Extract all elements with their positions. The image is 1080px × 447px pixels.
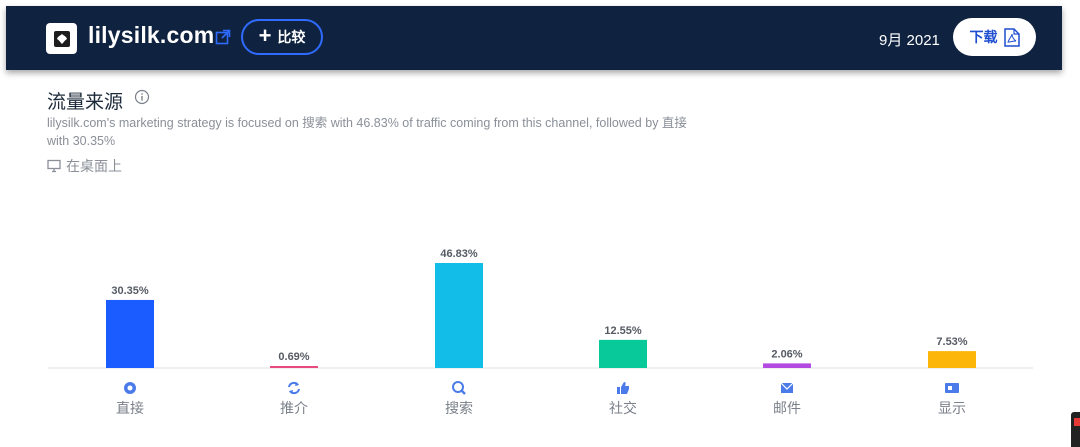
data-label-1: 0.69% xyxy=(278,351,309,363)
bar-5[interactable] xyxy=(928,351,976,368)
data-label-2: 46.83% xyxy=(440,248,478,260)
edge-widget xyxy=(1071,412,1080,447)
direct-icon xyxy=(124,382,136,394)
mail-icon xyxy=(780,382,794,393)
plus-icon: + xyxy=(258,23,272,48)
external-link-icon[interactable] xyxy=(215,29,231,45)
bar-3[interactable] xyxy=(599,339,647,368)
data-label-4: 2.06% xyxy=(771,348,802,360)
top-header: lilysilk.com + 比较 9月 2021 下载 xyxy=(6,6,1062,70)
bar-1[interactable] xyxy=(270,366,318,368)
bar-2[interactable] xyxy=(435,263,483,368)
date-selector[interactable]: 9月 2021 xyxy=(879,32,940,49)
search-icon xyxy=(452,381,466,395)
category-label-4: 邮件 xyxy=(773,400,801,416)
bar-4[interactable] xyxy=(763,363,811,368)
site-favicon-glyph xyxy=(53,30,70,47)
category-label-5: 显示 xyxy=(938,400,966,416)
device-label: 在桌面上 xyxy=(66,158,122,174)
data-label-3: 12.55% xyxy=(604,325,642,337)
category-label-0: 直接 xyxy=(116,400,144,416)
site-name[interactable]: lilysilk.com xyxy=(88,22,215,48)
info-icon[interactable] xyxy=(134,89,150,105)
compare-button[interactable]: + 比较 xyxy=(241,19,323,55)
download-label: 下载 xyxy=(969,29,998,45)
compare-label: 比较 xyxy=(277,29,306,45)
pdf-icon xyxy=(1003,27,1020,47)
display-icon xyxy=(945,383,959,393)
device-filter[interactable]: 在桌面上 xyxy=(47,156,122,176)
section-description: lilysilk.com's marketing strategy is foc… xyxy=(47,116,687,148)
category-label-2: 搜索 xyxy=(445,400,473,416)
category-label-3: 社交 xyxy=(609,400,637,416)
category-label-1: 推介 xyxy=(280,400,308,416)
desktop-icon xyxy=(47,159,61,173)
referral-icon xyxy=(288,381,300,395)
data-label-5: 7.53% xyxy=(936,336,967,348)
site-favicon xyxy=(46,23,77,54)
download-button[interactable]: 下载 xyxy=(953,18,1036,56)
section-title: 流量来源 xyxy=(47,92,124,113)
data-label-0: 30.35% xyxy=(111,285,149,297)
social-icon xyxy=(617,382,629,394)
bar-0[interactable] xyxy=(106,299,154,368)
